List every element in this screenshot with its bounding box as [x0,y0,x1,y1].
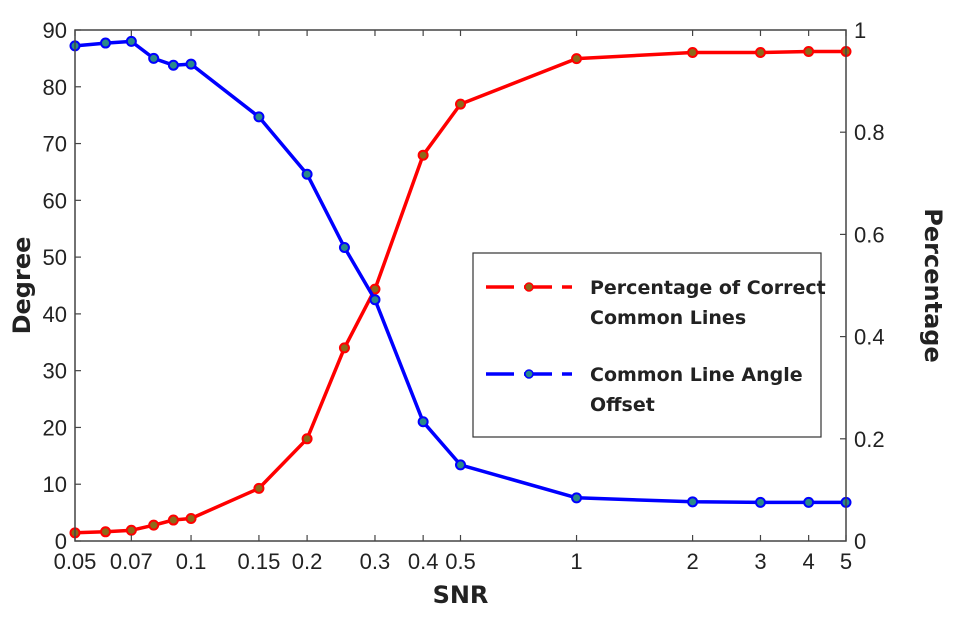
y-tick-label-right: 1 [854,18,866,43]
x-tick-label: 0.5 [445,549,476,574]
data-point [185,513,197,525]
x-tick-label: 0.15 [238,549,281,574]
data-point [253,111,265,123]
y-tick-label-right: 0 [854,529,866,554]
data-point [100,37,112,49]
data-point [100,526,112,538]
y-tick-label-left: 80 [43,75,67,100]
data-point [148,52,160,64]
x-tick-label: 0.07 [110,549,153,574]
y-tick-label-left: 60 [43,188,67,213]
legend-entry: Common Line Angle Offset [486,364,803,416]
data-point [125,35,137,47]
y-tick-label-right: 0.8 [854,120,885,145]
data-point [125,524,137,536]
legend-label: Common Lines [590,307,746,329]
x-tick-label: 0.4 [408,549,439,574]
y-axis-title-left: Degree [8,237,36,335]
series-2 [69,35,852,508]
data-point [417,416,429,428]
data-point [754,496,766,508]
data-point [301,433,313,445]
data-point [571,492,583,504]
data-point [417,149,429,161]
data-point [687,496,699,508]
data-point [148,519,160,531]
axes-layer: 0.05 0.07 0.1 0.15 0.2 0.3 0.4 0.5 1 2 3 4 501020304… [43,18,885,574]
x-tick-label: 0.05 [54,549,97,574]
y-tick-label-left: 10 [43,472,67,497]
x-axis-title: SNR [433,581,489,609]
y-tick-label-left: 20 [43,415,67,440]
data-point [338,342,350,354]
x-tick-label: 1 [570,549,582,574]
y-tick-label-left: 90 [43,18,67,43]
y-tick-label-right: 0.6 [854,222,885,247]
legend-marker [524,369,534,379]
x-tick-label: 4 [803,549,815,574]
data-point [301,168,313,180]
y-tick-label-left: 50 [43,245,67,270]
legend-marker [524,282,534,292]
data-point [253,482,265,494]
y-tick-label-left: 30 [43,359,67,384]
data-point [167,514,179,526]
x-tick-label: 3 [754,549,766,574]
y-axis-title-right: Percentage [919,208,947,362]
legend-label: Common Line Angle [590,364,803,386]
data-point [455,459,466,471]
x-tick-label: 0.3 [360,549,391,574]
y-tick-label-left: 70 [43,132,67,157]
legend-entry: Percentage of Correct Common Lines [486,277,826,329]
series-1 [69,45,852,539]
data-point [571,53,583,65]
legend: Percentage of Correct Common Lines Common … [472,252,826,438]
legend-label: Percentage of Correct [590,277,826,299]
y-tick-label-right: 0.2 [854,427,885,452]
x-tick-label: 0.1 [176,549,207,574]
x-tick-label: 0.2 [292,549,323,574]
data-point [803,45,815,57]
y-tick-label-left: 40 [43,302,67,327]
data-point [185,58,197,70]
legend-label: Offset [590,394,655,416]
data-point [455,98,466,110]
data-point [369,294,381,306]
data-point [754,46,766,58]
x-tick-label: 5 [840,549,852,574]
data-point [687,46,699,58]
x-tick-label: 2 [686,549,698,574]
data-point [338,241,350,253]
data-point [803,496,815,508]
series-layer [69,35,852,539]
y-tick-label-left: 0 [55,529,67,554]
y-tick-label-right: 0.4 [854,325,885,350]
data-point [167,59,179,71]
